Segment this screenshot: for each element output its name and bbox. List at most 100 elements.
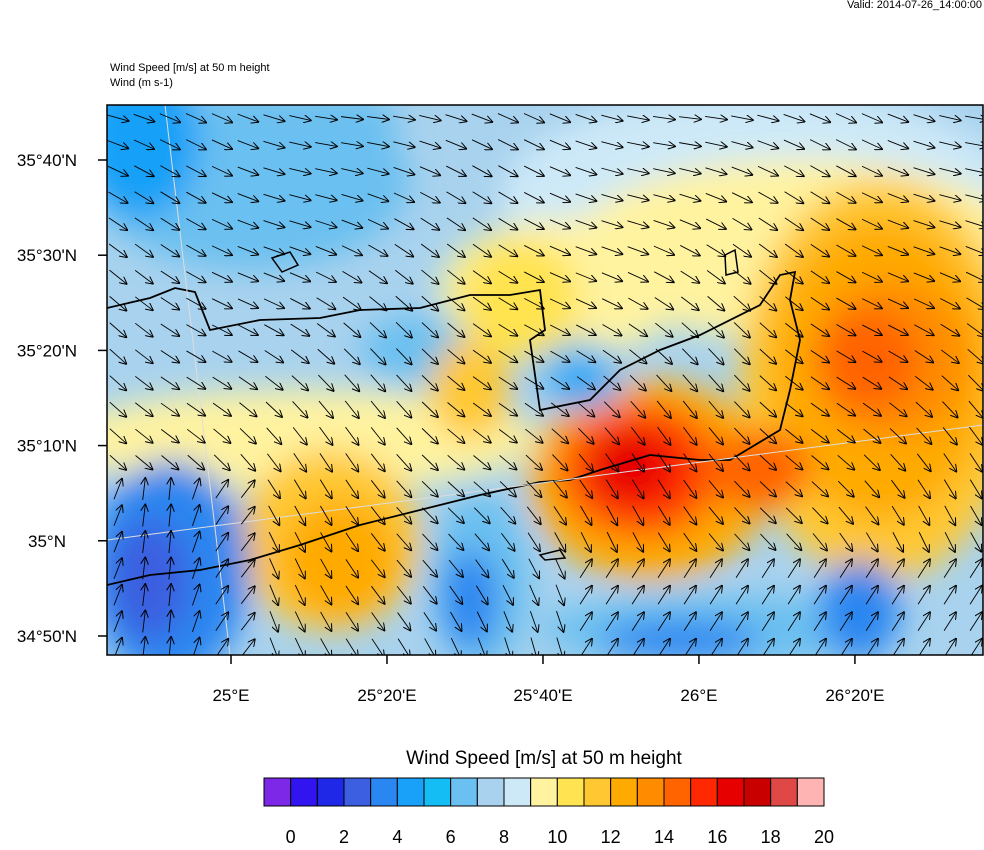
wind-arrow bbox=[215, 612, 228, 631]
wind-arrow bbox=[419, 140, 441, 148]
wind-arrow bbox=[396, 401, 412, 417]
wind-arrow bbox=[628, 297, 647, 309]
wind-arrow bbox=[342, 296, 361, 310]
wind-arrow bbox=[943, 559, 956, 578]
wind-arrow bbox=[549, 245, 570, 255]
wind-arrow bbox=[447, 481, 464, 497]
wind-arrow bbox=[134, 165, 153, 176]
wind-arrow bbox=[369, 322, 386, 337]
wind-arrow bbox=[525, 428, 542, 443]
wind-arrow bbox=[865, 559, 878, 578]
wind-arrow bbox=[603, 401, 620, 418]
wind-arrow bbox=[887, 324, 908, 335]
wind-arrow bbox=[601, 272, 622, 281]
colorbar-label: 4 bbox=[392, 827, 402, 845]
wind-arrow bbox=[421, 269, 438, 284]
wind-arrow bbox=[242, 639, 254, 655]
wind-arrow bbox=[133, 113, 155, 121]
wind-arrow bbox=[498, 323, 518, 335]
wind-arrow bbox=[186, 218, 205, 230]
wind-arrow bbox=[160, 402, 179, 416]
wind-arrow bbox=[289, 142, 310, 147]
wind-arrow bbox=[237, 193, 259, 202]
wind-arrow bbox=[524, 218, 544, 229]
wind-arrow bbox=[211, 113, 232, 123]
wind-arrow bbox=[575, 113, 597, 121]
colorbar-label: 10 bbox=[547, 827, 567, 845]
wind-arrow bbox=[577, 401, 595, 416]
wind-arrow bbox=[370, 348, 385, 365]
wind-arrow bbox=[969, 559, 982, 578]
wind-arrow bbox=[192, 585, 199, 606]
wind-arrow bbox=[736, 639, 748, 655]
wind-arrow bbox=[316, 323, 335, 336]
wind-arrow bbox=[681, 348, 697, 365]
wind-arrow bbox=[731, 192, 752, 203]
wind-arrow bbox=[578, 453, 593, 471]
wind-arrow bbox=[240, 560, 254, 578]
wind-arrow bbox=[293, 453, 306, 471]
wind-arrow bbox=[109, 348, 126, 364]
wind-arrow bbox=[370, 559, 384, 577]
wind-arrow bbox=[211, 139, 232, 149]
wind-arrow bbox=[913, 193, 935, 201]
wind-arrow bbox=[655, 322, 672, 337]
wind-arrow bbox=[969, 586, 982, 605]
wind-arrow bbox=[731, 116, 753, 120]
wind-arrow bbox=[113, 479, 122, 500]
wind-arrow bbox=[913, 272, 934, 281]
wind-arrow bbox=[108, 243, 127, 257]
wind-arrow bbox=[394, 244, 413, 256]
wind-arrow bbox=[913, 140, 934, 148]
wind-arrow bbox=[549, 324, 570, 335]
wind-arrow bbox=[939, 194, 960, 201]
wind-arrow bbox=[215, 533, 228, 552]
wind-arrow bbox=[861, 139, 882, 149]
wind-arrow bbox=[735, 559, 748, 578]
wind-arrow bbox=[552, 480, 567, 497]
wind-arrow bbox=[551, 428, 568, 444]
wind-arrow bbox=[449, 585, 463, 604]
wind-arrow bbox=[549, 272, 570, 282]
wind-arrow bbox=[839, 586, 852, 605]
wind-arrow bbox=[315, 143, 337, 147]
wind-arrow bbox=[812, 533, 827, 550]
wind-arrow bbox=[891, 586, 904, 605]
wind-arrow bbox=[320, 532, 332, 551]
wind-arrow bbox=[396, 507, 412, 523]
wind-arrow bbox=[632, 639, 644, 655]
wind-arrow bbox=[683, 479, 697, 498]
wind-arrow bbox=[627, 194, 648, 200]
wind-arrow bbox=[268, 505, 280, 525]
wind-arrow bbox=[680, 296, 698, 310]
wind-arrow bbox=[836, 244, 855, 256]
wind-arrow bbox=[497, 113, 518, 123]
wind-arrow bbox=[422, 586, 436, 603]
wind-arrow bbox=[290, 298, 310, 308]
wind-arrow bbox=[835, 113, 856, 123]
wind-arrow bbox=[783, 139, 804, 149]
wind-arrow bbox=[237, 246, 258, 254]
wind-arrow bbox=[134, 375, 152, 389]
wind-arrow bbox=[890, 453, 906, 470]
wind-arrow bbox=[862, 324, 882, 335]
wind-arrow bbox=[501, 532, 514, 551]
wind-arrow bbox=[345, 453, 359, 471]
wind-arrow bbox=[421, 295, 439, 311]
wind-arrow bbox=[371, 612, 385, 631]
wind-arrow bbox=[185, 113, 206, 123]
wind-arrow bbox=[294, 505, 306, 525]
wind-arrow bbox=[812, 507, 827, 524]
wind-arrow bbox=[683, 453, 697, 472]
wind-arrow bbox=[785, 296, 802, 310]
wind-arrow bbox=[450, 611, 461, 631]
wind-arrow bbox=[969, 453, 982, 471]
wind-arrow bbox=[549, 219, 570, 229]
wind-arrow bbox=[579, 586, 592, 605]
colorbar-box bbox=[263, 777, 292, 807]
wind-arrow bbox=[811, 455, 828, 470]
wind-arrow bbox=[631, 612, 644, 631]
wind-arrow bbox=[575, 193, 597, 201]
wind-arrow bbox=[657, 532, 669, 552]
wind-arrow bbox=[549, 166, 570, 176]
